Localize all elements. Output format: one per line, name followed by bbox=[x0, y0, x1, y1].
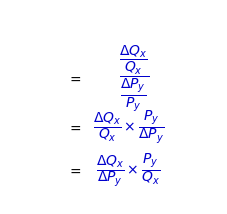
Text: $\dfrac{\Delta Q_x}{Q_x} \times \dfrac{P_y}{\Delta P_y}$: $\dfrac{\Delta Q_x}{Q_x} \times \dfrac{P… bbox=[93, 109, 164, 146]
Text: $\dfrac{\dfrac{\Delta Q_x}{Q_x}}{\dfrac{\Delta P_y}{P_y}}$: $\dfrac{\dfrac{\Delta Q_x}{Q_x}}{\dfrac{… bbox=[119, 43, 149, 114]
Text: $=$: $=$ bbox=[67, 121, 81, 135]
Text: $=$: $=$ bbox=[67, 71, 81, 85]
Text: $\dfrac{\Delta Q_x}{\Delta P_y} \times \dfrac{P_y}{Q_x}$: $\dfrac{\Delta Q_x}{\Delta P_y} \times \… bbox=[96, 152, 161, 189]
Text: $=$: $=$ bbox=[67, 164, 81, 178]
